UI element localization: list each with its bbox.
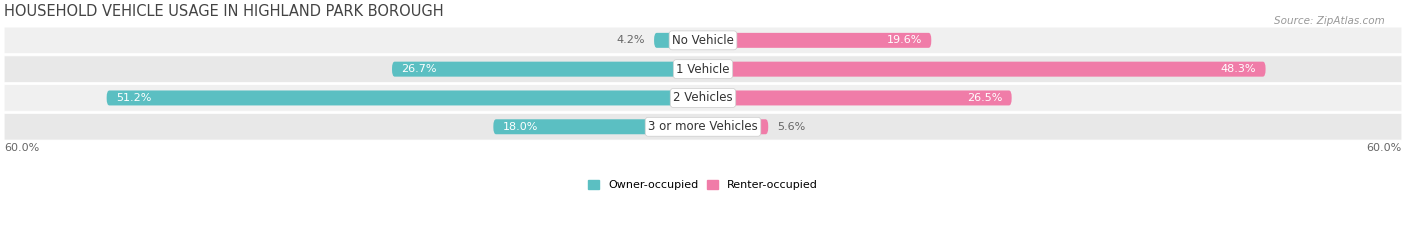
Text: 26.7%: 26.7% (401, 64, 437, 74)
Text: 60.0%: 60.0% (4, 143, 39, 153)
Text: 51.2%: 51.2% (115, 93, 152, 103)
FancyBboxPatch shape (703, 91, 1012, 106)
FancyBboxPatch shape (654, 33, 703, 48)
Text: 48.3%: 48.3% (1220, 64, 1256, 74)
FancyBboxPatch shape (392, 62, 703, 77)
FancyBboxPatch shape (703, 119, 768, 134)
FancyBboxPatch shape (107, 91, 703, 106)
FancyBboxPatch shape (4, 85, 1402, 111)
Text: 18.0%: 18.0% (503, 122, 538, 132)
Text: No Vehicle: No Vehicle (672, 34, 734, 47)
Text: 5.6%: 5.6% (778, 122, 806, 132)
FancyBboxPatch shape (4, 113, 1402, 140)
Text: Source: ZipAtlas.com: Source: ZipAtlas.com (1274, 16, 1385, 26)
Legend: Owner-occupied, Renter-occupied: Owner-occupied, Renter-occupied (588, 180, 818, 190)
FancyBboxPatch shape (494, 119, 703, 134)
FancyBboxPatch shape (703, 62, 1265, 77)
Text: 1 Vehicle: 1 Vehicle (676, 63, 730, 76)
Text: 19.6%: 19.6% (887, 35, 922, 45)
FancyBboxPatch shape (4, 27, 1402, 54)
Text: 4.2%: 4.2% (616, 35, 645, 45)
Text: 2 Vehicles: 2 Vehicles (673, 91, 733, 104)
Text: HOUSEHOLD VEHICLE USAGE IN HIGHLAND PARK BOROUGH: HOUSEHOLD VEHICLE USAGE IN HIGHLAND PARK… (4, 4, 444, 19)
FancyBboxPatch shape (4, 56, 1402, 82)
Text: 60.0%: 60.0% (1367, 143, 1402, 153)
FancyBboxPatch shape (703, 33, 931, 48)
Text: 26.5%: 26.5% (967, 93, 1002, 103)
Text: 3 or more Vehicles: 3 or more Vehicles (648, 120, 758, 133)
